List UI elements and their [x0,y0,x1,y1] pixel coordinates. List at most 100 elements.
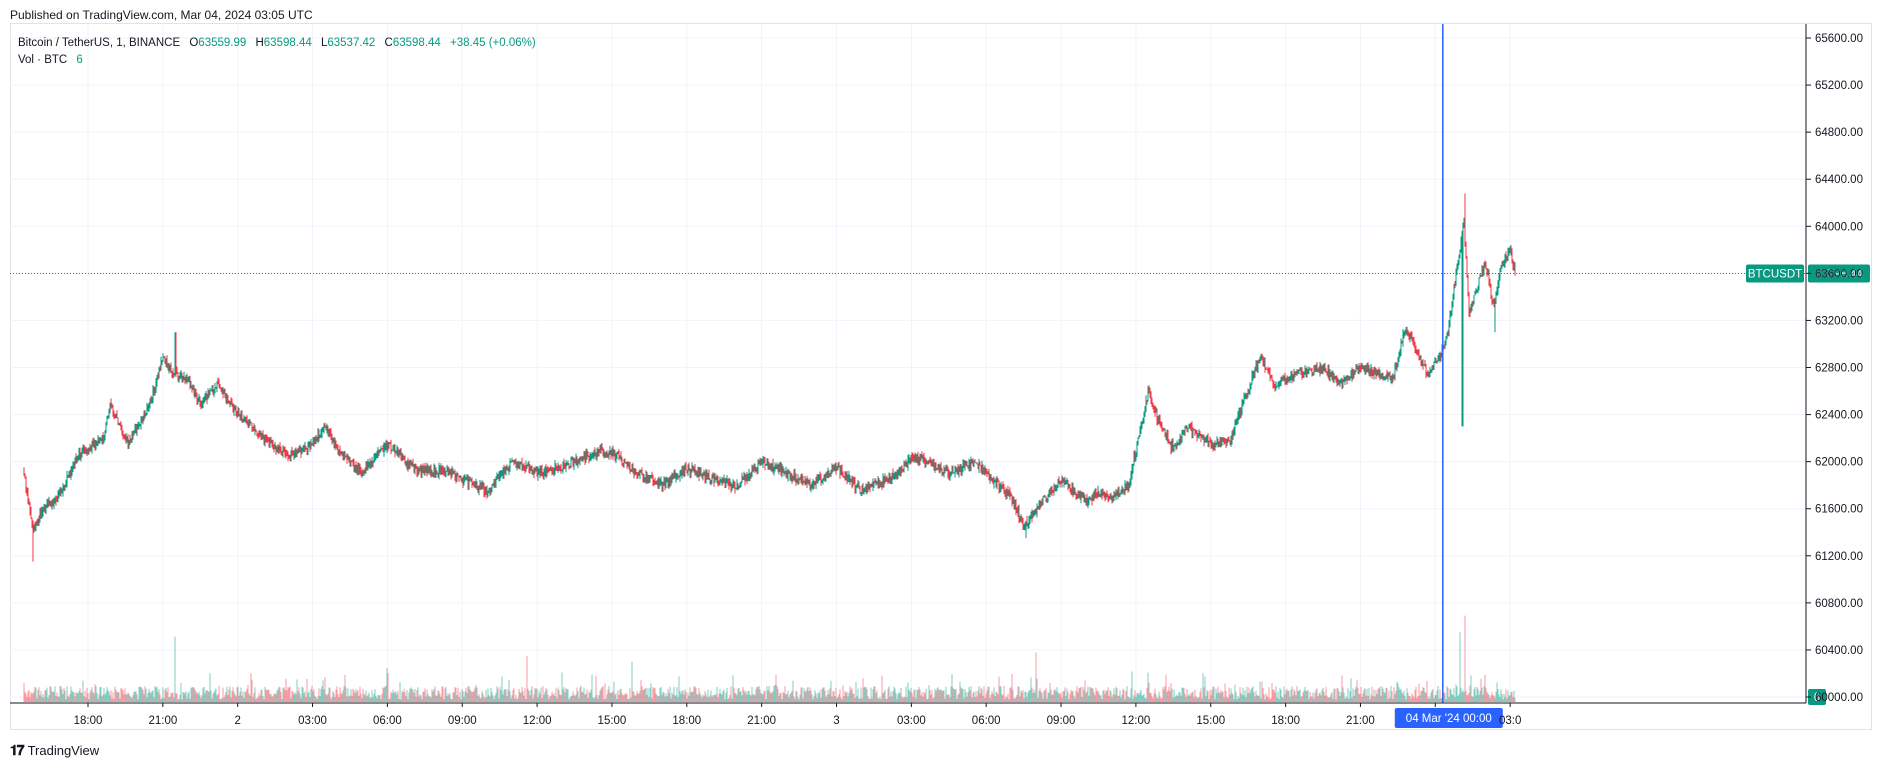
volume-bar [776,685,778,702]
candle-body [1272,381,1274,386]
volume-bar [993,687,995,702]
volume-bar [123,694,125,702]
volume-bar [831,696,833,702]
y-tick-label: 60800.00 [1815,598,1863,610]
x-tick-label: 03:00 [298,715,327,727]
volume-bar [1279,687,1281,702]
volume-bar [876,690,878,702]
candle-body [418,469,420,471]
candle-body [465,478,467,480]
legend-volume-label[interactable]: Vol · BTC [18,54,68,66]
candle-body [404,456,406,463]
candle-body [254,429,256,431]
candle-body [1278,384,1280,386]
candle-body [375,453,377,457]
candle-body [910,455,912,461]
candle-body [1431,366,1433,370]
volume-bar [1141,695,1143,702]
candle-body [1466,258,1468,277]
candle-body [1089,498,1091,500]
candle-body [461,479,463,481]
y-tick-label: 60000.00 [1815,692,1863,704]
volume-bar [238,695,240,702]
volume-bar [1020,690,1022,702]
crosshair-time-label: 04 Mar '24 00:00 [1406,713,1492,725]
volume-bar [555,688,557,702]
volume-bar [697,694,699,702]
candle-body [1014,503,1016,508]
candle-body [732,484,734,486]
volume-bar [1298,690,1300,702]
candle-body [1084,497,1086,502]
candle-body [1076,495,1078,498]
volume-bar [564,692,566,702]
candle-body [1280,378,1282,384]
candle-body [472,482,474,486]
candle-body [750,472,752,477]
volume-bar [194,689,196,702]
candle-body [648,478,650,481]
candle-body [1203,434,1205,443]
volume-bar [1092,688,1094,702]
volume-bar [284,689,286,702]
volume-bar [243,697,245,702]
candle-body [731,484,733,488]
candle-body [622,464,624,466]
candle-body [1444,341,1446,347]
volume-bar [1493,695,1495,702]
candle-body [479,485,481,489]
volume-bar [991,691,993,702]
candle-body [1143,415,1145,419]
volume-bar [413,693,415,702]
candle-body [711,475,713,481]
candle-body [1503,263,1505,266]
candle-body [214,387,216,391]
candle-body [974,461,976,463]
candle-body [545,467,547,474]
candle-body [982,465,984,472]
legend-symbol[interactable]: Bitcoin / TetherUS, 1, BINANCE [18,37,181,49]
volume-bar [273,693,275,702]
candle-body [1006,490,1008,496]
volume-bar [211,698,213,702]
candle-body [388,442,390,448]
candle-body [999,488,1001,490]
candle-body [215,387,217,389]
tradingview-brand[interactable]: 𝟏𝟕 TradingView [10,742,99,759]
volume-bar [620,688,622,702]
candle-body [739,483,741,487]
candle-body [990,474,992,478]
candle-body [361,472,363,474]
candle-body [364,470,366,474]
volume-bar [1200,688,1202,702]
volume-bar [135,691,137,702]
volume-bar [1125,691,1127,702]
volume-bar [1370,694,1372,702]
candle-body [1504,255,1506,264]
candle-body [140,419,142,425]
candle-body [701,474,703,477]
candle-body [761,462,763,465]
candle-body [1167,433,1169,442]
candle-body [1354,371,1356,374]
volume-bar [459,692,461,702]
volume-bar [500,690,502,702]
volume-bar [1212,686,1214,702]
candle-body [636,473,638,475]
volume-bar [1157,698,1159,702]
candle-body [1009,492,1011,495]
candle-body [822,478,824,481]
candle-body [885,478,887,480]
volume-bar [343,686,345,702]
candle-body [541,468,543,474]
candle-body [625,462,627,464]
volume-bar [1174,696,1176,702]
candle-body [577,460,579,464]
volume-bar [846,691,848,702]
volume-bar [967,692,969,702]
candle-body [725,483,727,486]
volume-bar [546,689,548,702]
volume-bar [825,696,827,702]
candle-body [898,470,900,472]
